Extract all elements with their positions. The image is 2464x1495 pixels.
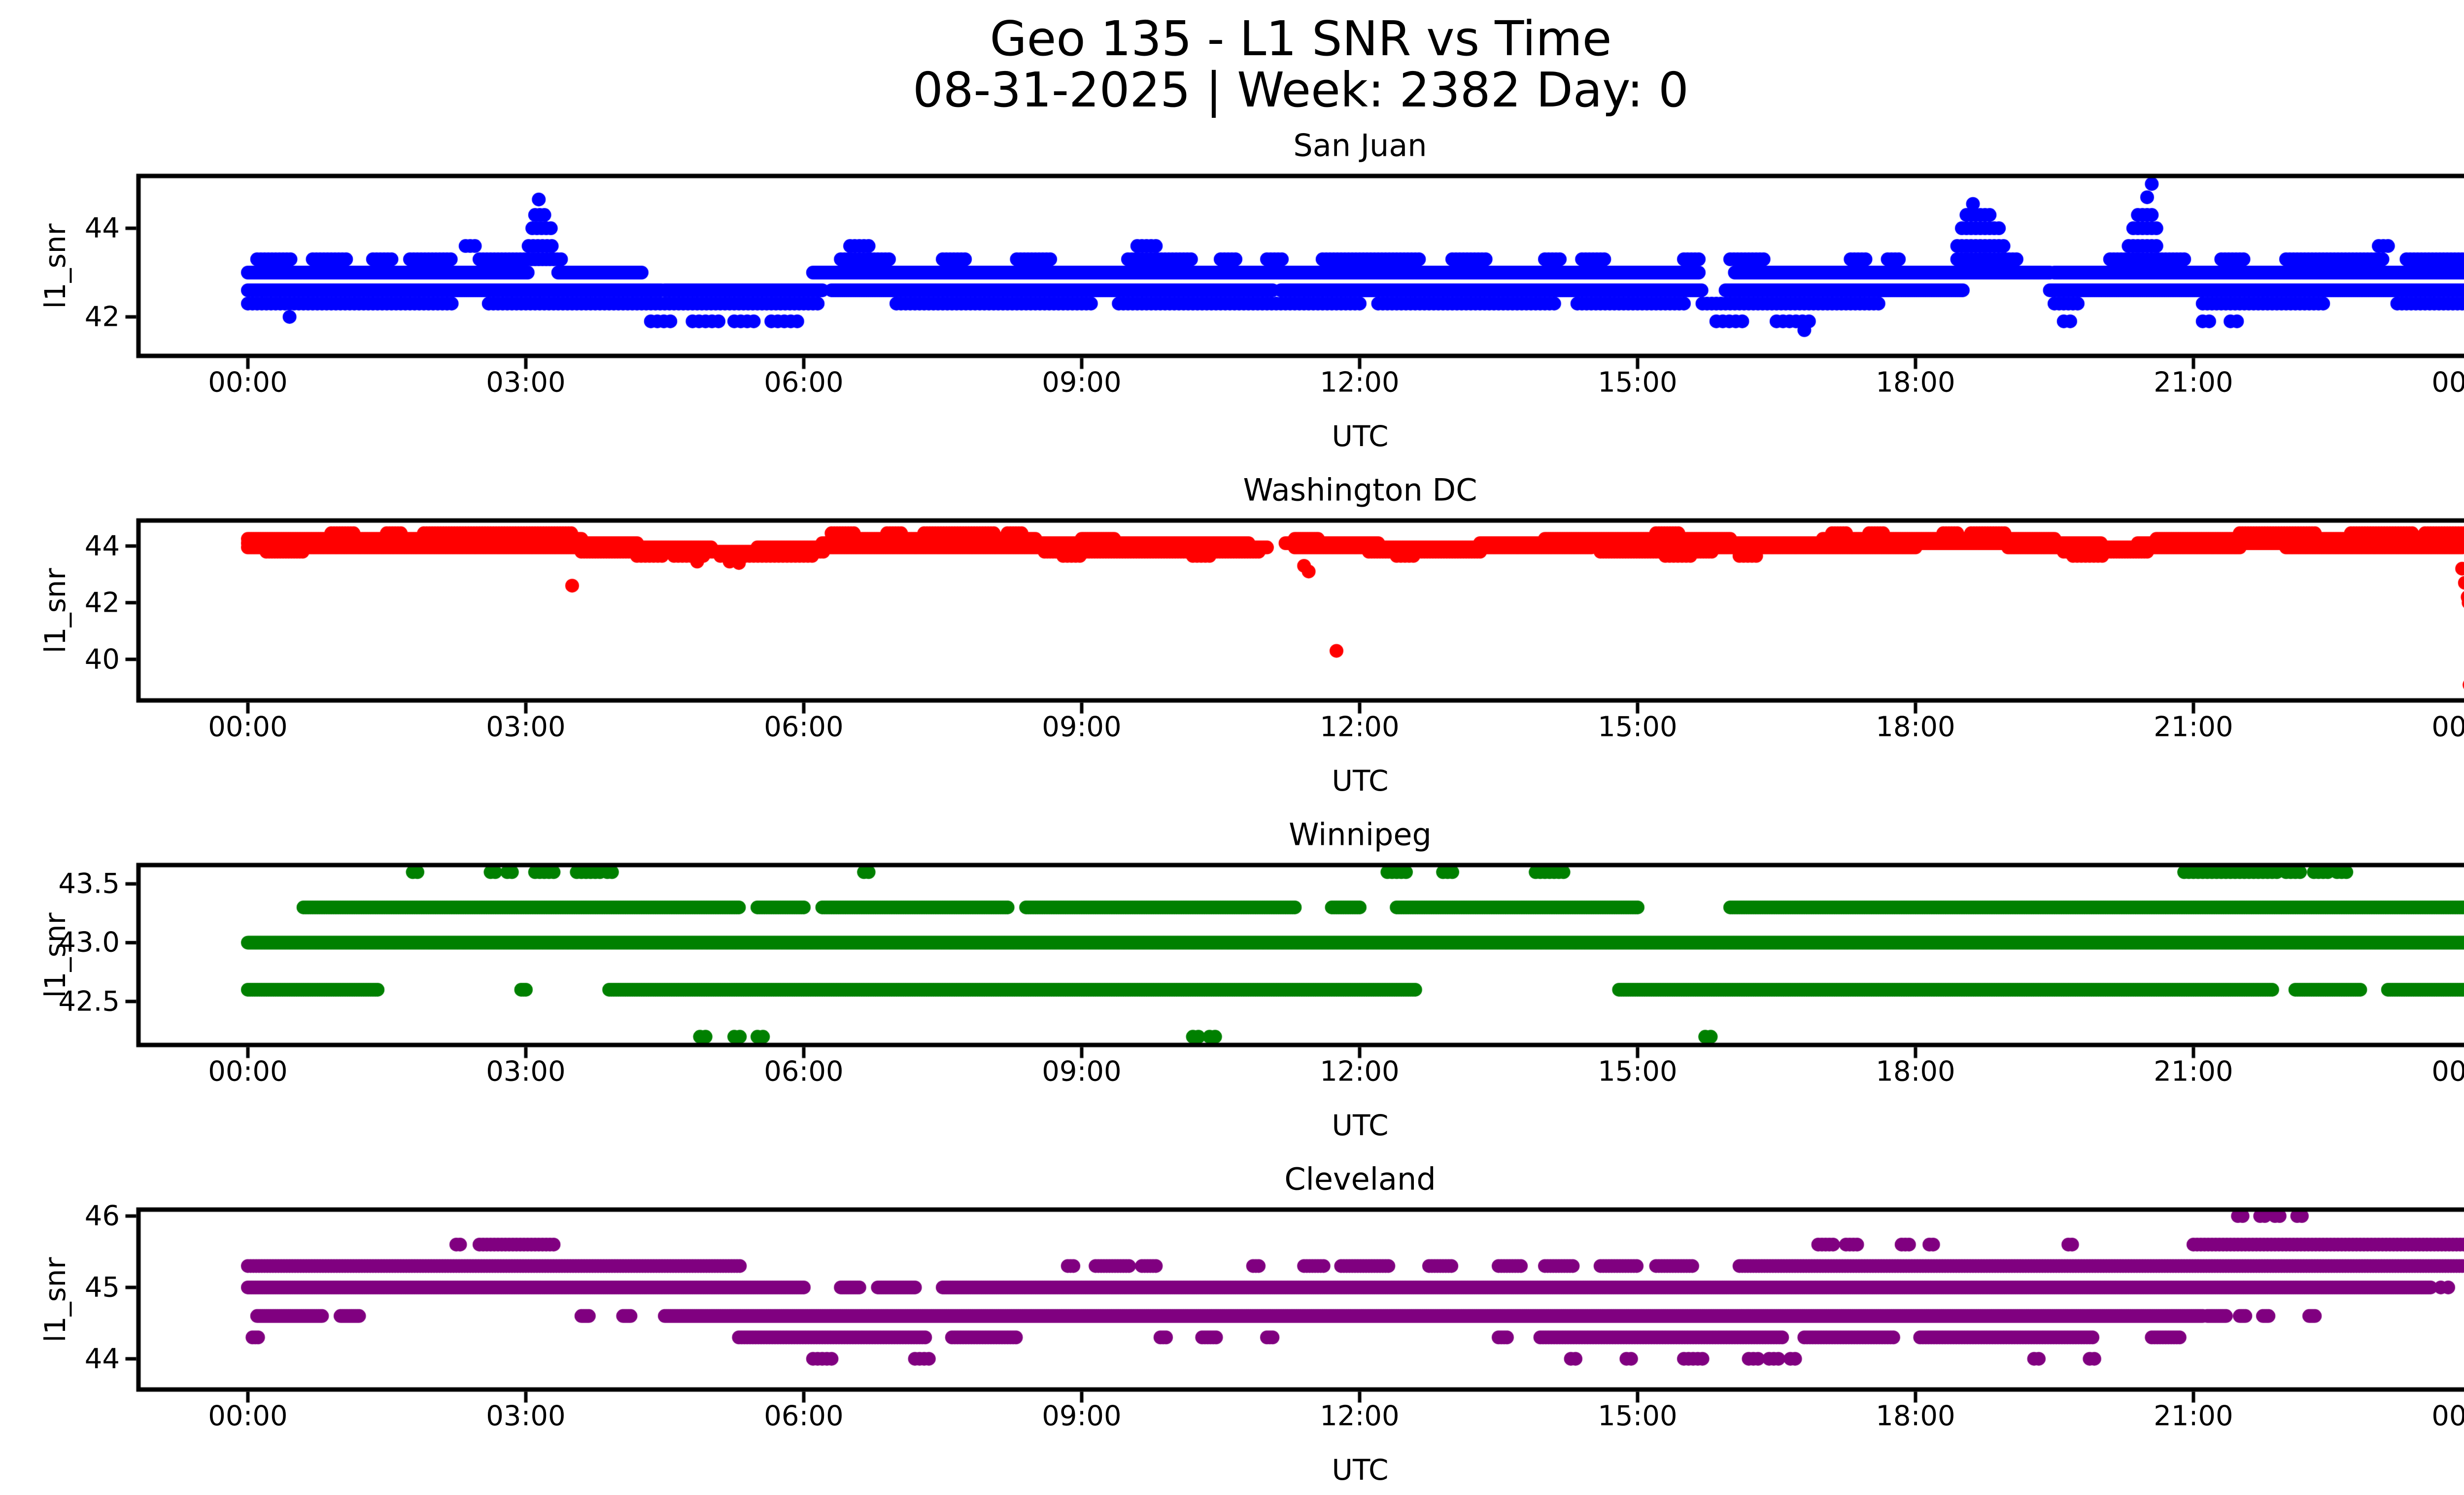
plot-canvas [0, 0, 2464, 1495]
figure: Geo 135 - L1 SNR vs Time 08-31-2025 | We… [0, 0, 2464, 1495]
